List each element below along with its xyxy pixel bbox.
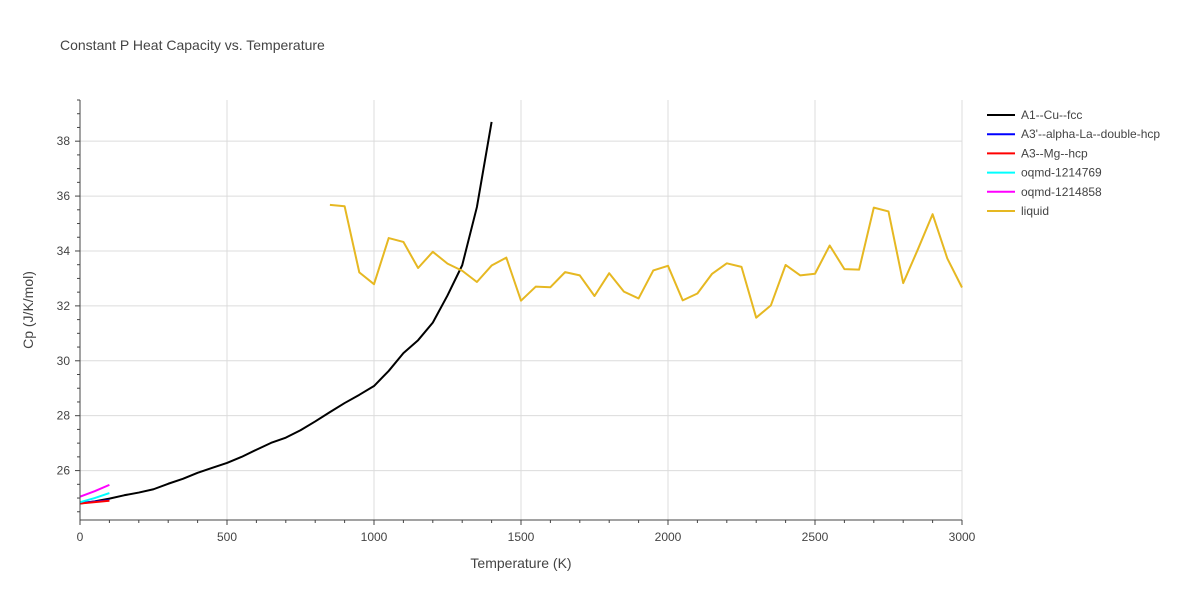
legend[interactable]: A1--Cu--fcc A3'--alpha-La--double-hcp A3--… bbox=[987, 108, 1160, 218]
x-tick-label: 3000 bbox=[949, 530, 976, 544]
x-tick-label: 1500 bbox=[508, 530, 535, 544]
y-tick-label: 28 bbox=[57, 409, 71, 423]
x-tick-label: 1000 bbox=[361, 530, 388, 544]
chart-title: Constant P Heat Capacity vs. Temperature bbox=[60, 37, 325, 53]
legend-label-a1-cu-fcc[interactable]: A1--Cu--fcc bbox=[1021, 108, 1082, 122]
legend-label-a3-mg-hcp[interactable]: A3--Mg--hcp bbox=[1021, 146, 1088, 160]
x-tick-label: 2500 bbox=[802, 530, 829, 544]
series-layer bbox=[79, 121, 963, 505]
x-tick-label: 0 bbox=[77, 530, 84, 544]
legend-label-oqmd-1214769[interactable]: oqmd-1214769 bbox=[1021, 166, 1102, 180]
legend-label-oqmd-1214858[interactable]: oqmd-1214858 bbox=[1021, 185, 1102, 199]
y-tick-label: 26 bbox=[57, 464, 71, 478]
y-tick-label: 38 bbox=[57, 134, 71, 148]
series-line-a1-cu-fcc bbox=[79, 121, 493, 505]
series-line-oqmd-1214858 bbox=[79, 483, 110, 498]
grid bbox=[80, 100, 963, 520]
series-line-liquid bbox=[329, 203, 963, 319]
y-tick-label: 34 bbox=[57, 244, 71, 258]
axes: 0 500 1000 1500 2000 2500 3000 26 28 30 32 34 36 38 bbox=[57, 99, 976, 544]
y-axis-label: Cp (J/K/mol) bbox=[20, 271, 36, 349]
x-tick-label: 500 bbox=[217, 530, 237, 544]
series-line-a3-mg-hcp bbox=[79, 499, 110, 505]
x-axis-label: Temperature (K) bbox=[470, 555, 571, 571]
y-tick-label: 36 bbox=[57, 189, 71, 203]
legend-label-liquid[interactable]: liquid bbox=[1021, 204, 1049, 218]
x-tick-label: 2000 bbox=[655, 530, 682, 544]
legend-label-a3-alpha-la-double-hcp[interactable]: A3'--alpha-La--double-hcp bbox=[1021, 127, 1160, 141]
y-tick-label: 30 bbox=[57, 354, 71, 368]
y-tick-label: 32 bbox=[57, 299, 71, 313]
series-line-oqmd-1214769 bbox=[79, 492, 110, 504]
